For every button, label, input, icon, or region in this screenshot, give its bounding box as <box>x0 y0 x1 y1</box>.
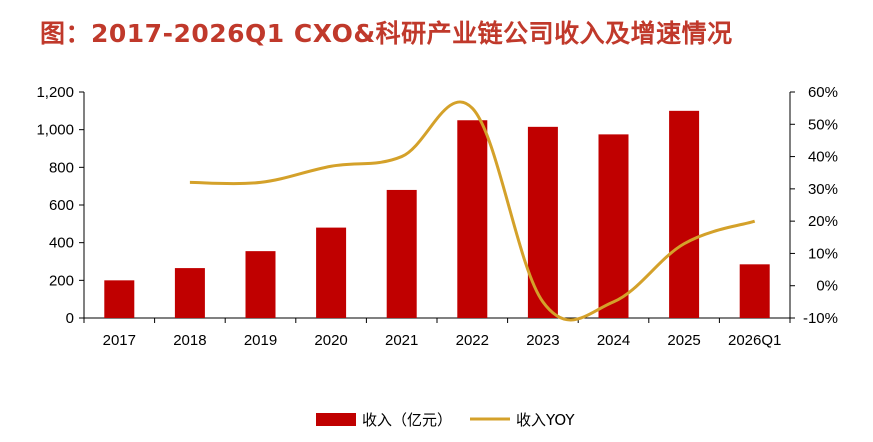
x-tick-label: 2019 <box>244 332 277 349</box>
x-tick-label: 2022 <box>456 332 489 349</box>
bar <box>386 189 417 318</box>
right-tick-label: 30% <box>808 181 838 198</box>
left-tick-label: 400 <box>49 235 74 252</box>
right-tick-label: 10% <box>808 245 838 262</box>
right-tick-label: -10% <box>803 310 838 327</box>
left-axis-tick-labels: 0 200 400 600 800 1,000 1,200 <box>36 84 74 327</box>
left-tick-label: 1,000 <box>36 122 74 139</box>
legend-line-label: 收入YOY <box>516 411 575 429</box>
right-axis-tick-labels: -10% 0% 10% 20% 30% 40% 50% 60% <box>803 84 838 327</box>
left-tick-label: 0 <box>66 310 74 327</box>
yoy-line <box>189 100 756 322</box>
x-tick-label: 2017 <box>103 332 136 349</box>
x-tick-label: 2024 <box>597 332 630 349</box>
x-tick-label: 2025 <box>667 332 700 349</box>
x-tick-label: 2026Q1 <box>728 332 781 349</box>
bar <box>245 251 276 318</box>
left-tick-label: 600 <box>49 197 74 214</box>
bar <box>598 134 629 318</box>
bar <box>739 264 770 318</box>
bar <box>527 126 558 318</box>
right-tick-label: 50% <box>808 116 838 133</box>
right-tick-label: 60% <box>808 84 838 101</box>
bar <box>174 268 205 318</box>
x-tick-label: 2021 <box>385 332 418 349</box>
left-tick-label: 200 <box>49 272 74 289</box>
bar-series <box>104 110 770 318</box>
bar <box>669 110 700 318</box>
line-series <box>189 100 756 322</box>
x-tick-labels: 2017 2018 2019 2020 2021 2022 2023 2024 2025 2026… <box>103 332 782 349</box>
x-tick-label: 2018 <box>173 332 206 349</box>
left-tick-label: 800 <box>49 159 74 176</box>
x-tick-label: 2023 <box>526 332 559 349</box>
right-tick-label: 20% <box>808 213 838 230</box>
chart-title: 图：2017-2026Q1 CXO&科研产业链公司收入及增速情况 <box>40 19 733 48</box>
legend: 收入（亿元） 收入YOY <box>316 411 575 429</box>
right-tick-label: 40% <box>808 149 838 166</box>
legend-bar-label: 收入（亿元） <box>362 411 452 429</box>
bar <box>104 280 135 318</box>
bar <box>316 227 347 318</box>
x-tick-label: 2020 <box>314 332 347 349</box>
right-tick-label: 0% <box>816 278 838 295</box>
legend-bar-swatch <box>316 413 356 426</box>
bar <box>457 120 488 318</box>
left-tick-label: 1,200 <box>36 84 74 101</box>
